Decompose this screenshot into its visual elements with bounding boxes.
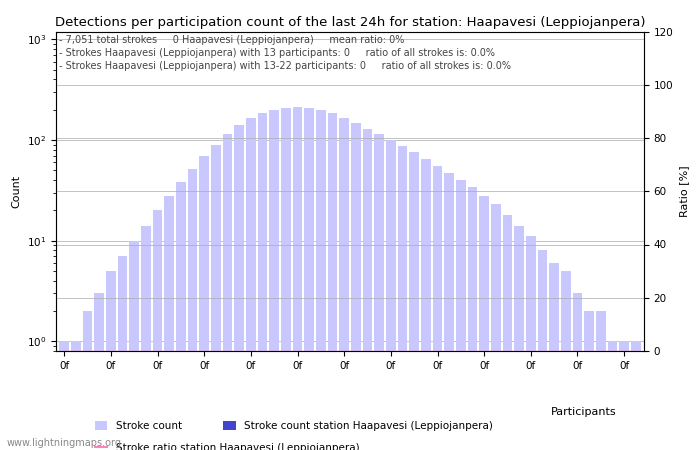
Bar <box>620 341 629 450</box>
Bar <box>340 118 349 450</box>
Bar <box>433 166 442 450</box>
Bar <box>71 341 80 450</box>
Bar <box>351 123 360 450</box>
Text: - 7,051 total strokes     0 Haapavesi (Leppiojanpera)     mean ratio: 0%
- Strok: - 7,051 total strokes 0 Haapavesi (Leppi… <box>59 35 511 71</box>
Bar <box>421 159 430 450</box>
Bar <box>118 256 127 450</box>
Bar <box>141 226 150 450</box>
Bar <box>386 140 396 450</box>
Bar <box>514 226 524 450</box>
Bar <box>526 237 536 450</box>
Bar <box>211 144 220 450</box>
Text: www.lightningmaps.org: www.lightningmaps.org <box>7 438 122 448</box>
Bar <box>304 108 314 450</box>
Bar <box>503 215 512 450</box>
Bar <box>363 129 372 450</box>
Bar <box>60 341 69 450</box>
Bar <box>444 173 454 450</box>
Bar <box>94 293 104 450</box>
Bar <box>293 107 302 450</box>
Bar <box>223 134 232 450</box>
Bar <box>538 250 547 450</box>
Bar <box>281 108 290 450</box>
Bar <box>258 113 267 450</box>
Bar <box>374 134 384 450</box>
Bar <box>270 110 279 450</box>
Bar <box>176 182 186 450</box>
Bar <box>199 156 209 450</box>
Legend: Stroke ratio station Haapavesi (Leppiojanpera): Stroke ratio station Haapavesi (Leppioja… <box>90 439 363 450</box>
Bar <box>480 196 489 450</box>
Bar <box>608 341 617 450</box>
Bar <box>561 271 570 450</box>
Bar <box>631 341 640 450</box>
Bar <box>164 196 174 450</box>
Bar <box>573 293 582 450</box>
Y-axis label: Count: Count <box>11 175 21 208</box>
Bar <box>106 271 116 450</box>
Bar <box>246 118 256 450</box>
Bar <box>550 263 559 450</box>
Bar <box>130 241 139 450</box>
Bar <box>468 187 477 450</box>
Bar <box>584 311 594 450</box>
Bar <box>234 126 244 450</box>
Bar <box>316 110 326 450</box>
Bar <box>153 210 162 450</box>
Text: Participants: Participants <box>550 407 616 417</box>
Bar <box>188 169 197 450</box>
Bar <box>410 152 419 450</box>
Bar <box>456 180 466 450</box>
Bar <box>83 311 92 450</box>
Bar <box>398 146 407 450</box>
Title: Detections per participation count of the last 24h for station: Haapavesi (Leppi: Detections per participation count of th… <box>55 16 645 29</box>
Y-axis label: Ratio [%]: Ratio [%] <box>679 166 689 217</box>
Bar <box>596 311 605 450</box>
Bar <box>491 204 500 450</box>
Bar <box>328 113 337 450</box>
